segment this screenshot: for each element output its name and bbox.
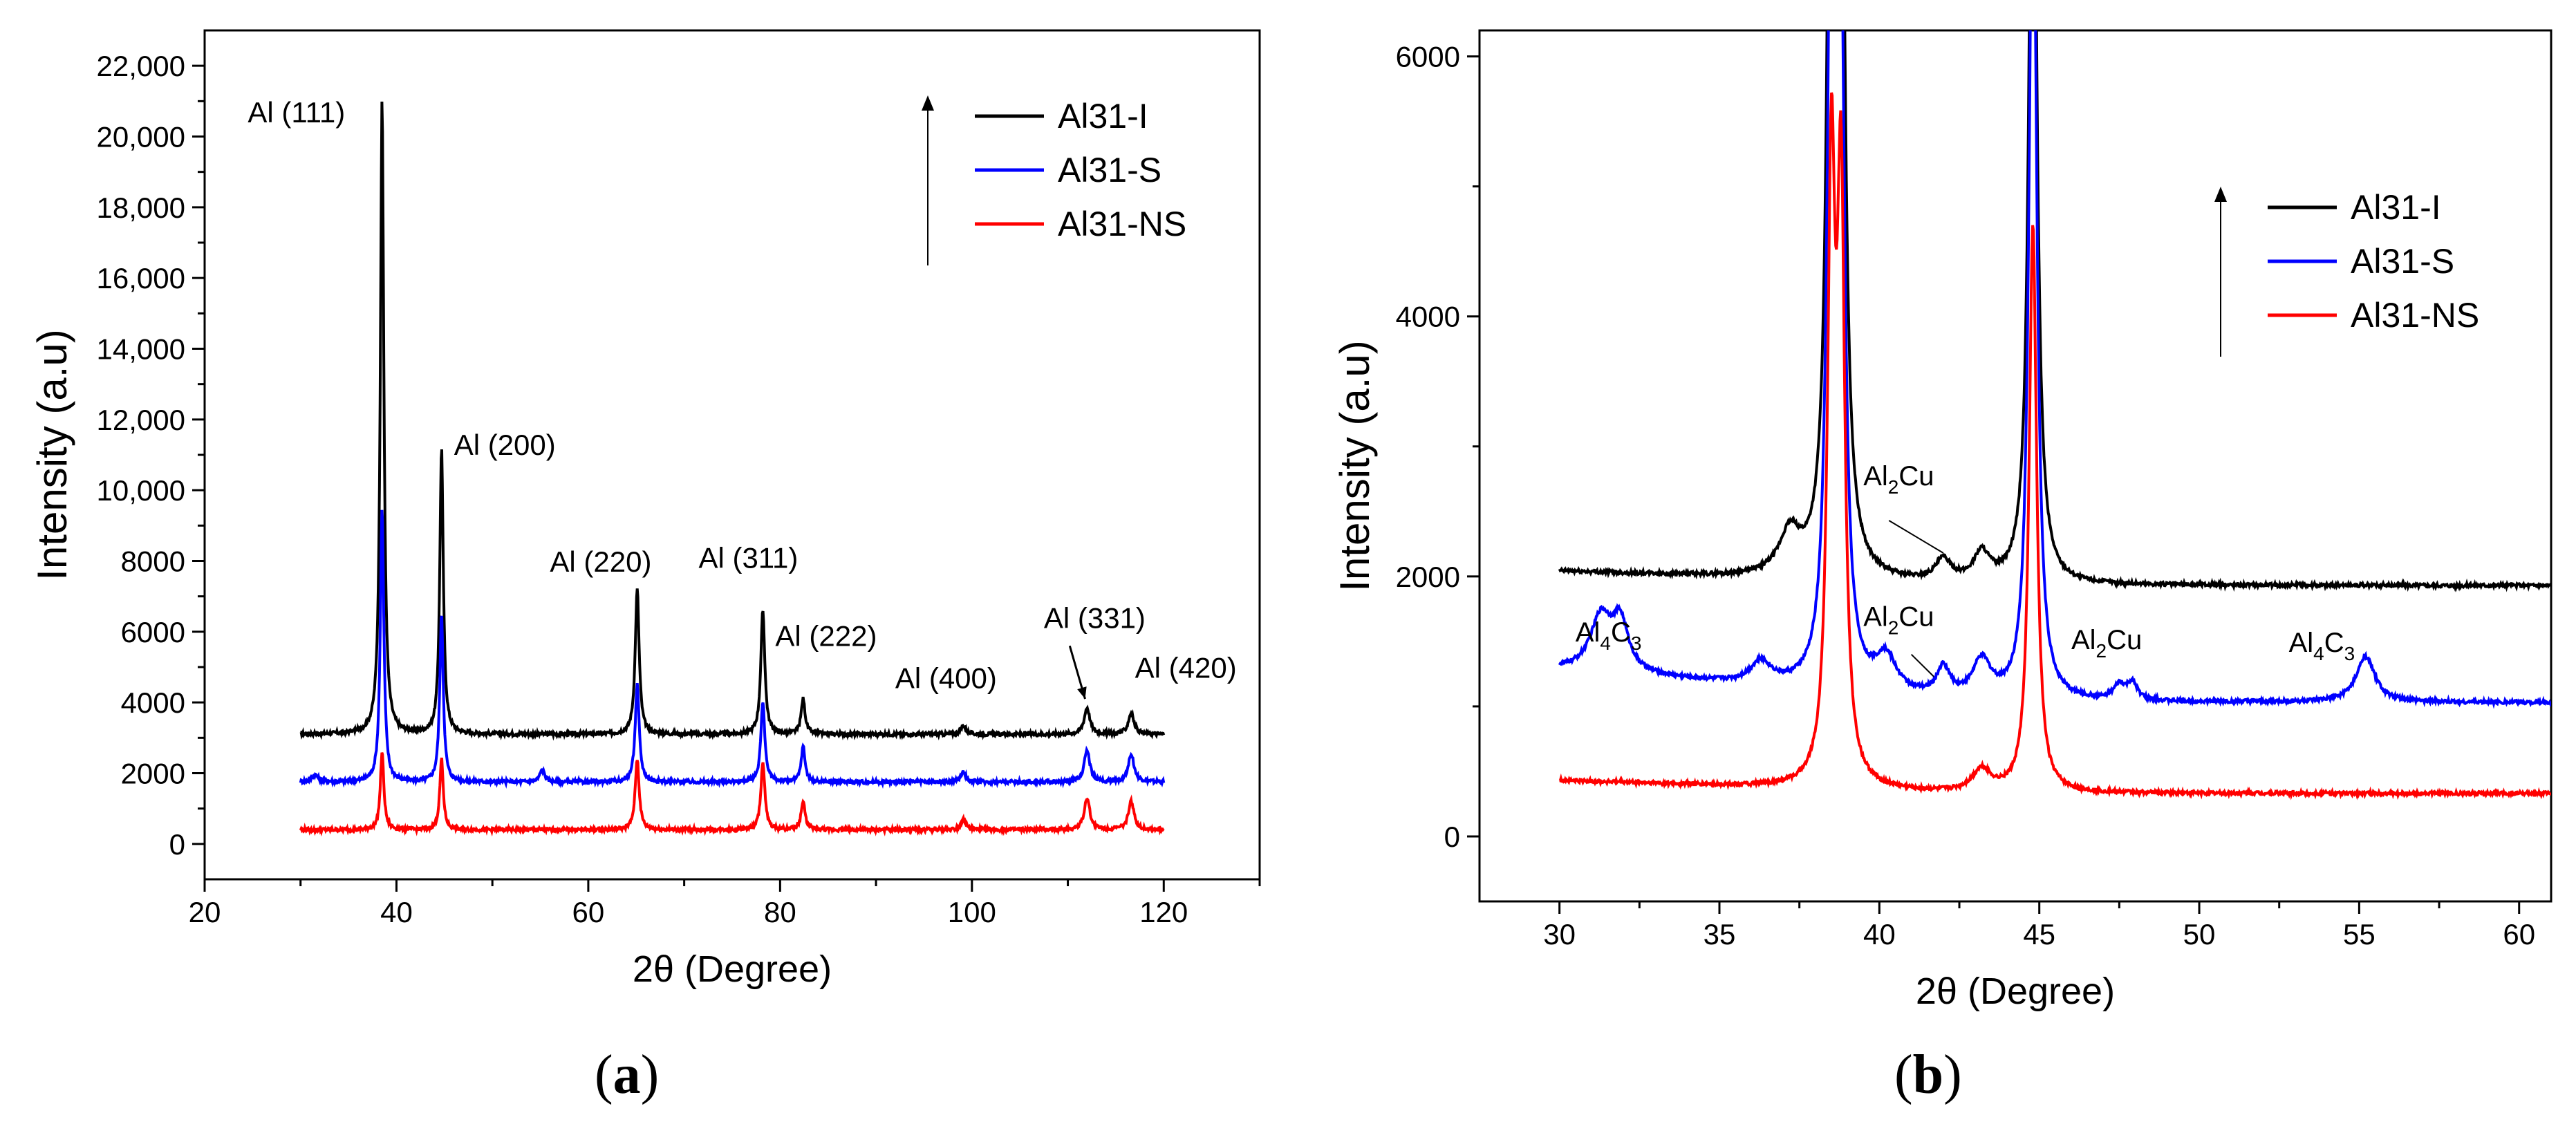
- y-tick-label-a: 8000: [121, 545, 185, 578]
- x-tick-label-a: 100: [948, 896, 996, 928]
- y-tick-label-b: 2000: [1396, 561, 1460, 593]
- x-tick-label-b: 60: [2503, 918, 2535, 950]
- series-line-Al31-NS: [299, 752, 1165, 837]
- phase-label-b: Al2Cu: [1863, 461, 1934, 498]
- y-tick-label-a: 10,000: [97, 474, 185, 507]
- peak-label-a: Al (222): [775, 619, 877, 652]
- x-tick-label-a: 20: [189, 896, 221, 928]
- y-tick-label-a: 2000: [121, 758, 185, 790]
- legend-label-Al31-S: Al31-S: [1058, 151, 1161, 189]
- peak-label-a: Al (220): [550, 545, 651, 578]
- x-tick-label-b: 45: [2023, 918, 2055, 950]
- panel-caption-b: (b): [1894, 1045, 1962, 1105]
- chart-panel-a: 20 40 60 80 100 120 0 2000 4000 6000 8000 10,000 12,…: [29, 29, 1261, 990]
- x-axis-label-a: 2θ (Degree): [633, 948, 832, 990]
- series-line-Al31-I: [299, 101, 1166, 741]
- peak-label-a: Al (111): [248, 96, 345, 129]
- chart-panel-b: 30 35 40 45 50 55 60 0 2000 4000 6000 2θ (Degree) In…: [1332, 29, 2552, 1012]
- phase-label-b: Al2Cu: [2071, 625, 2142, 662]
- peak-label-a: Al (400): [895, 662, 997, 695]
- legend-label-Al31-I: Al31-I: [1058, 97, 1148, 135]
- phase-leader-line: [1910, 653, 1934, 677]
- y-tick-label-a: 4000: [121, 686, 185, 719]
- series-line-Al31-S: [299, 509, 1166, 789]
- panel-caption-a: (a): [595, 1045, 660, 1105]
- x-tick-label-b: 30: [1543, 918, 1576, 950]
- y-axis-label-a: Intensity (a.u): [29, 329, 75, 581]
- phase-leader-line: [1888, 520, 1944, 554]
- x-tick-label-a: 80: [764, 896, 796, 928]
- y-tick-label-b: 4000: [1396, 301, 1460, 333]
- x-tick-label-a: 40: [380, 896, 413, 928]
- peak-label-a: Al (331): [1044, 602, 1146, 635]
- y-tick-label-a: 12,000: [97, 404, 185, 436]
- legend-label-Al31-S: Al31-S: [2351, 242, 2454, 281]
- phase-label-b: Al4C3: [2289, 628, 2355, 664]
- legend-label-Al31-I: Al31-I: [2351, 188, 2441, 227]
- legend-trend-arrowhead: [922, 95, 934, 111]
- phase-label-b: Al2Cu: [1863, 601, 1934, 638]
- y-tick-label-a: 0: [169, 828, 185, 861]
- y-axis-label-b: Intensity (a.u): [1332, 340, 1378, 592]
- peak-pointer-arrowhead: [1077, 686, 1087, 700]
- x-tick-label-a: 60: [572, 896, 605, 928]
- y-tick-label-b: 6000: [1396, 41, 1460, 73]
- peak-label-a: Al (420): [1135, 651, 1237, 684]
- x-tick-label-b: 40: [1863, 918, 1896, 950]
- x-tick-label-b: 50: [2183, 918, 2216, 950]
- y-tick-label-a: 16,000: [97, 262, 185, 294]
- legend-label-Al31-NS: Al31-NS: [1058, 205, 1186, 243]
- legend-label-Al31-NS: Al31-NS: [2351, 296, 2479, 335]
- y-tick-label-a: 20,000: [97, 121, 185, 153]
- y-tick-label-b: 0: [1444, 821, 1460, 853]
- y-tick-label-a: 14,000: [97, 333, 185, 366]
- series-line-Al31-I: [1558, 30, 2551, 592]
- series-line-Al31-NS: [1558, 92, 2551, 800]
- peak-label-a: Al (200): [454, 429, 556, 461]
- x-tick-label-b: 35: [1704, 918, 1736, 950]
- axes-frame-b: [1478, 29, 2552, 903]
- x-tick-label-b: 55: [2343, 918, 2376, 950]
- phase-label-b: Al4C3: [1576, 617, 1642, 654]
- y-tick-label-a: 22,000: [97, 50, 185, 82]
- x-axis-label-b: 2θ (Degree): [1916, 971, 2115, 1012]
- x-tick-label-a: 120: [1139, 896, 1188, 928]
- y-tick-label-a: 6000: [121, 616, 185, 648]
- peak-label-a: Al (311): [698, 542, 798, 574]
- y-tick-label-a: 18,000: [97, 191, 185, 224]
- legend-trend-arrowhead: [2214, 187, 2227, 202]
- series-line-Al31-S: [1558, 30, 2551, 709]
